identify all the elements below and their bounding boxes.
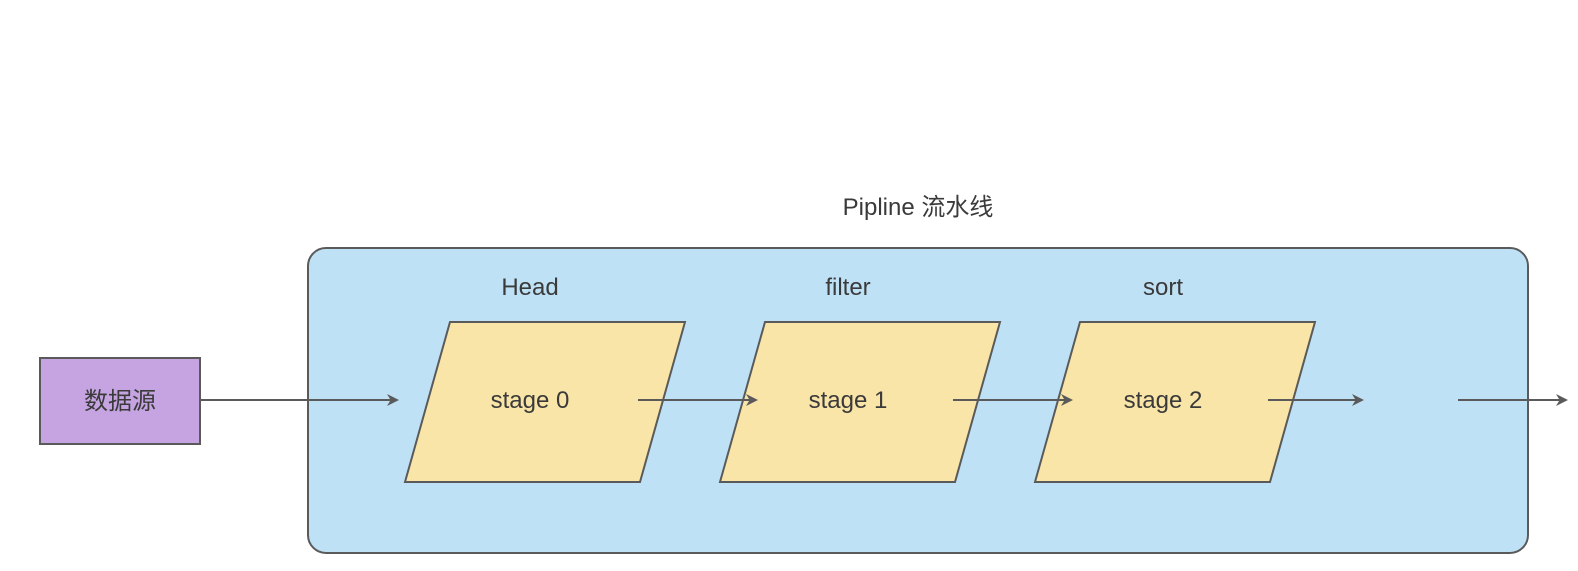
stage-1-label: filter bbox=[825, 274, 870, 301]
stage-0-label: Head bbox=[501, 274, 558, 301]
stage-0-content: stage 0 bbox=[491, 387, 570, 414]
pipeline-title: Pipline 流水线 bbox=[843, 194, 994, 221]
stage-2-content: stage 2 bbox=[1124, 387, 1203, 414]
source-label: 数据源 bbox=[84, 388, 156, 415]
stage-1-content: stage 1 bbox=[809, 387, 888, 414]
stage-2-label: sort bbox=[1143, 274, 1183, 301]
